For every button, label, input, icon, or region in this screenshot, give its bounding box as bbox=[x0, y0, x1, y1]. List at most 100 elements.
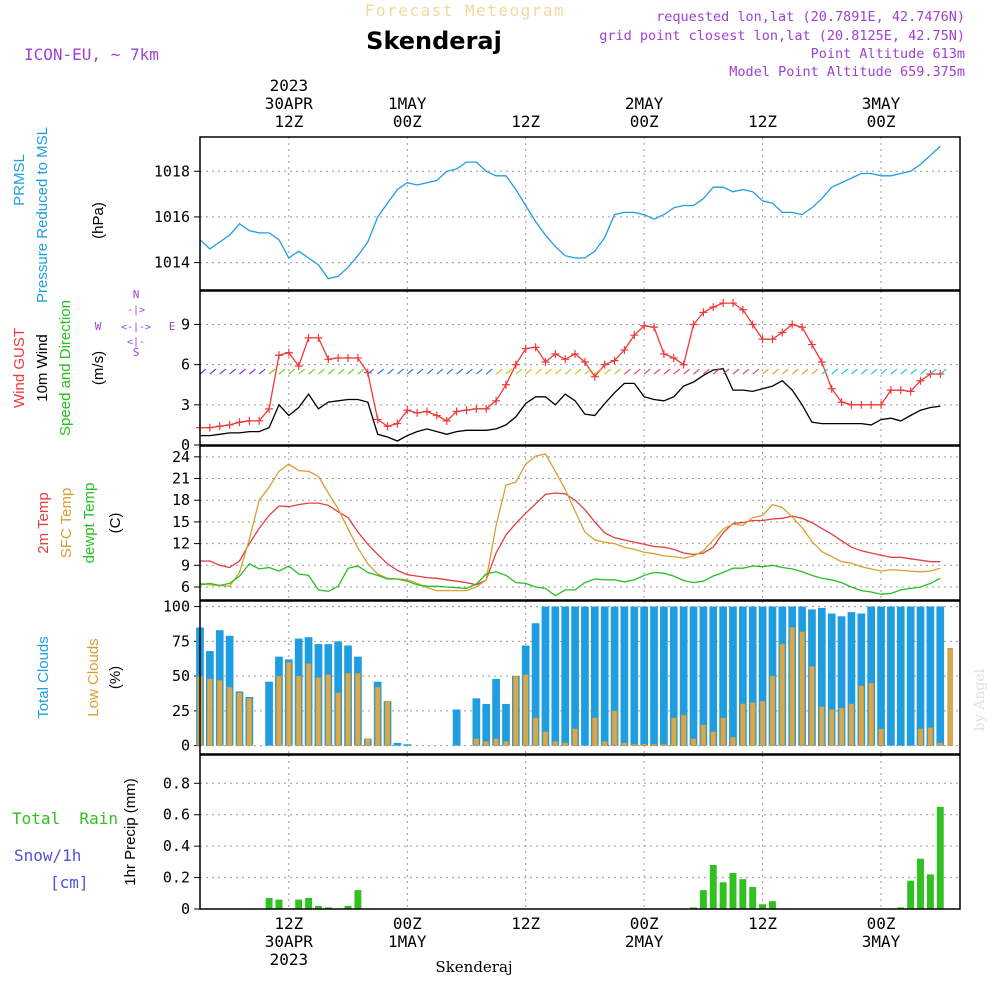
rain-bar bbox=[926, 874, 934, 909]
series-line-sfc-temp bbox=[199, 453, 941, 592]
gust-marker bbox=[620, 345, 629, 354]
gust-marker bbox=[324, 355, 333, 364]
wind-direction-arrow bbox=[347, 368, 355, 375]
panel-frame bbox=[199, 445, 961, 601]
total-cloud-bar bbox=[709, 606, 718, 746]
low-cloud-bar bbox=[384, 700, 391, 746]
wind-direction-arrow bbox=[288, 368, 296, 375]
wind-direction-arrow bbox=[505, 368, 513, 375]
total-cloud-bar bbox=[906, 606, 915, 746]
total-cloud-bar bbox=[403, 744, 412, 746]
compass-glyph-up: -|> bbox=[127, 305, 145, 316]
wind-direction-arrow bbox=[426, 368, 434, 375]
gust-marker bbox=[758, 335, 767, 344]
y-tick-label: 0.4 bbox=[163, 837, 190, 855]
y-tick-label: 15 bbox=[172, 513, 190, 531]
gust-marker bbox=[640, 321, 649, 330]
gust-marker bbox=[442, 416, 451, 425]
top-time-label: 30APR bbox=[265, 94, 314, 113]
low-cloud-bar bbox=[868, 682, 874, 746]
y-tick-label: 75 bbox=[172, 632, 190, 650]
gust-marker bbox=[788, 320, 797, 329]
gust-marker bbox=[669, 353, 678, 362]
y-axis-label: Pressure Reduced to MSL bbox=[34, 127, 51, 303]
low-cloud-bar bbox=[661, 744, 667, 746]
total-cloud-bar bbox=[640, 606, 649, 746]
wind-direction-arrow bbox=[920, 368, 927, 375]
wind-direction-arrow bbox=[377, 368, 385, 375]
wind-direction-arrow bbox=[436, 368, 444, 375]
bottom-time-label: 12Z bbox=[511, 914, 540, 933]
rain-bar bbox=[907, 880, 915, 909]
total-cloud-bar bbox=[531, 623, 540, 746]
y-axis-label: (C) bbox=[107, 513, 124, 534]
rain-bar bbox=[897, 907, 905, 909]
total-cloud-bar bbox=[817, 607, 826, 746]
gust-marker bbox=[245, 416, 254, 425]
legend-snow: Snow/1h bbox=[14, 846, 81, 865]
low-cloud-bar bbox=[690, 738, 697, 746]
rain-bar bbox=[354, 890, 362, 909]
series-line-pressure bbox=[199, 145, 941, 280]
wind-direction-arrow bbox=[525, 368, 533, 375]
gust-marker bbox=[748, 320, 757, 329]
y-axis-label: SFC Temp bbox=[58, 488, 75, 559]
low-cloud-bar bbox=[621, 742, 628, 746]
gust-marker bbox=[265, 404, 274, 413]
bottom-time-label: 00Z bbox=[630, 914, 659, 933]
total-cloud-bar bbox=[610, 606, 619, 746]
total-cloud-bar bbox=[581, 606, 589, 746]
gust-marker bbox=[205, 423, 214, 432]
panel-precip: 0 0.2 0.4 0.6 0.8 1hr Precip (mm) bbox=[122, 754, 961, 918]
gust-marker bbox=[393, 419, 402, 428]
bottom-time-label: 2023 bbox=[270, 950, 309, 969]
panel-frame bbox=[199, 136, 961, 291]
y-tick-label: 0.2 bbox=[163, 869, 190, 887]
wind-direction-arrow bbox=[772, 368, 779, 375]
total-cloud-bar bbox=[758, 606, 767, 746]
low-cloud-bar bbox=[947, 648, 953, 746]
total-cloud-bar bbox=[837, 616, 846, 746]
total-cloud-bar bbox=[916, 606, 925, 746]
wind-direction-arrow bbox=[406, 368, 414, 375]
total-cloud-bar bbox=[847, 612, 856, 746]
y-tick-label: 1016 bbox=[154, 208, 190, 226]
wind-direction-arrow bbox=[851, 368, 858, 375]
bottom-time-label: 12Z bbox=[274, 914, 303, 933]
wind-direction-arrow bbox=[594, 368, 602, 375]
wind-direction-arrow bbox=[248, 368, 256, 375]
wind-direction-arrow bbox=[781, 368, 789, 375]
gust-marker bbox=[630, 331, 639, 340]
series-line-2m-temp bbox=[200, 492, 941, 586]
rain-bar bbox=[690, 907, 697, 909]
gust-marker bbox=[521, 344, 530, 353]
wind-direction-arrow bbox=[633, 368, 641, 375]
low-cloud-bar bbox=[305, 663, 312, 746]
low-cloud-bar bbox=[513, 675, 519, 746]
low-cloud-bar bbox=[286, 661, 292, 746]
wind-direction-arrow bbox=[821, 368, 829, 375]
gust-marker bbox=[580, 357, 589, 366]
gust-marker bbox=[778, 328, 787, 337]
low-cloud-bar bbox=[276, 675, 282, 746]
panel-wind: 0 3 6 9 Wind GUST 10m Wind Speed and Direction… bbox=[11, 290, 961, 454]
y-axis-label: Low Clouds bbox=[85, 638, 102, 716]
wind-direction-arrow bbox=[939, 368, 947, 375]
gust-marker bbox=[768, 335, 777, 344]
total-cloud-bar bbox=[689, 606, 698, 746]
gust-marker bbox=[274, 351, 283, 360]
low-cloud-bar bbox=[345, 673, 351, 746]
compass-south: S bbox=[133, 346, 140, 359]
low-cloud-bar bbox=[710, 731, 716, 746]
low-cloud-bar bbox=[740, 703, 746, 746]
panel-pressure: 1014 1016 1018 PRMSL Pressure Reduced to MSL… bbox=[11, 127, 961, 303]
wind-direction-arrow bbox=[712, 368, 720, 375]
low-cloud-bar bbox=[236, 692, 243, 746]
wind-direction-arrow bbox=[456, 368, 464, 375]
gust-marker bbox=[284, 348, 293, 357]
plot-layer: 1014 1016 1018 PRMSL Pressure Reduced to MSL… bbox=[11, 76, 961, 969]
low-cloud-bar bbox=[720, 717, 726, 746]
low-cloud-bar bbox=[562, 742, 568, 746]
wind-direction-arrow bbox=[742, 368, 750, 375]
